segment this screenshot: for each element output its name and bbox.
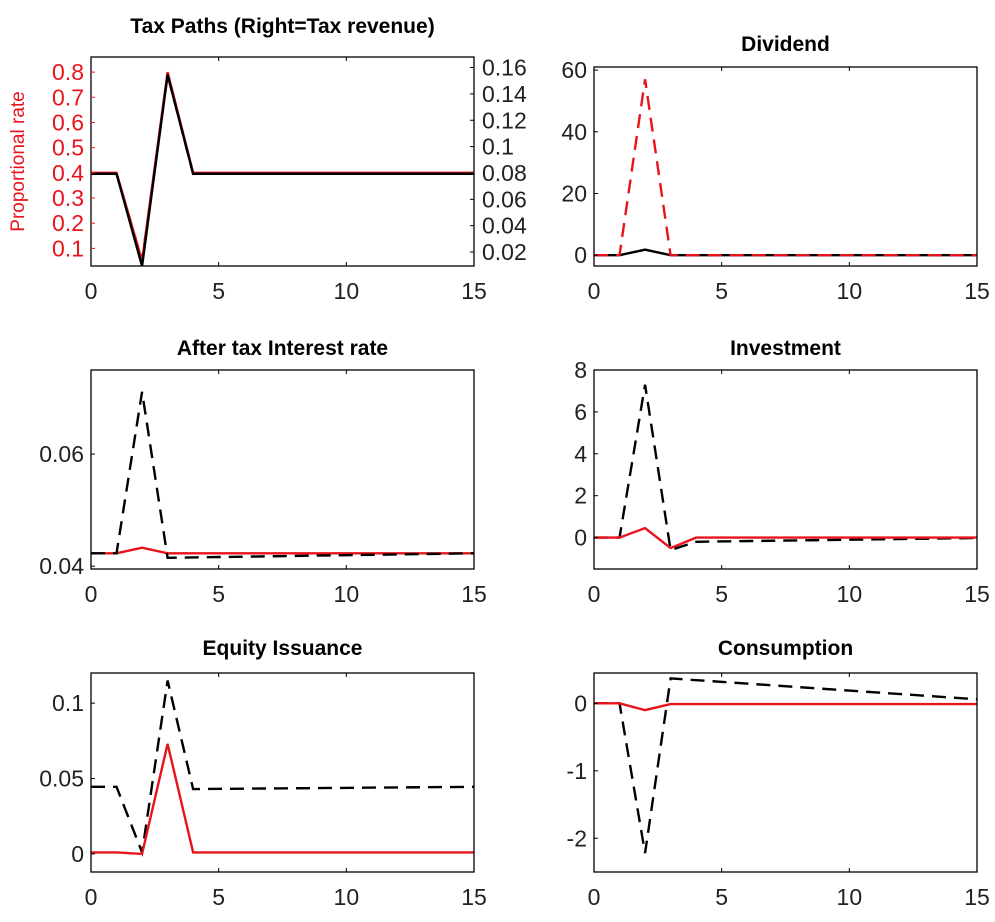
series-line-2-dashed: [91, 391, 474, 560]
chart-panel-4: Investment 0 5 10 15 0 2 4 6 8: [574, 337, 990, 607]
x-tick-label: 15: [964, 278, 990, 304]
series-line-3-solid: [91, 74, 474, 266]
y2-tick-label: 0.14: [482, 81, 527, 107]
y2-tick-label: 0.16: [482, 55, 527, 81]
x-tick-label: 0: [588, 884, 601, 910]
series-line-1-solid: [594, 248, 977, 257]
y-tick-label: 0.7: [52, 84, 84, 110]
chart-title: Investment: [730, 337, 841, 360]
x-tick-label: 5: [715, 278, 728, 304]
y-tick-label: 0: [574, 525, 587, 551]
chart-panel-6: Consumption 0 5 10 15 -2 -1 0: [567, 637, 990, 910]
series-line-2-solid: [594, 526, 977, 550]
x-tick-label: 0: [85, 278, 98, 304]
y2-tick-label: 0.1: [482, 134, 514, 160]
y-tick-label: 0: [574, 242, 587, 268]
x-tick-label: 0: [588, 581, 601, 607]
y2-tick-label: 0.02: [482, 239, 527, 265]
x-tick-label: 15: [964, 884, 990, 910]
y-tick-label: 0.4: [52, 160, 84, 186]
y-tick-label: 8: [574, 357, 587, 383]
series-line-1-dashed: [91, 74, 474, 262]
axes-box: [90, 56, 475, 267]
axes-box: [90, 369, 475, 570]
y2-tick-label: 0.08: [482, 160, 527, 186]
series-line-2-dashed: [594, 79, 977, 257]
y-axis-label: Proportional rate: [8, 91, 29, 231]
y-tick-label: 0.1: [52, 235, 84, 261]
x-tick-label: 5: [715, 581, 728, 607]
y-tick-label: 0.5: [52, 135, 84, 161]
y-tick-label: 20: [561, 180, 587, 206]
y-tick-label: 0.6: [52, 109, 84, 135]
x-tick-label: 15: [461, 581, 487, 607]
chart-title: Tax Paths (Right=Tax revenue): [130, 15, 434, 38]
y-tick-label: 0.2: [52, 210, 84, 236]
series-line-2-solid: [91, 743, 474, 856]
axes-box: [593, 672, 978, 873]
x-tick-label: 15: [461, 884, 487, 910]
y-tick-label: 40: [561, 119, 587, 145]
y-tick-label: 0.05: [39, 766, 84, 792]
series-line-1-solid: [91, 546, 474, 555]
axes-box: [90, 672, 475, 873]
y-tick-label: 60: [561, 57, 587, 83]
x-tick-label: 15: [964, 581, 990, 607]
x-tick-label: 5: [212, 581, 225, 607]
x-tick-label: 10: [837, 278, 863, 304]
y2-tick-label: 0.12: [482, 107, 527, 133]
series-line-1-dashed: [91, 680, 474, 858]
y-tick-label: 0: [574, 690, 587, 716]
x-tick-label: 10: [837, 884, 863, 910]
y-tick-label: 6: [574, 399, 587, 425]
chart-title: Consumption: [718, 637, 853, 660]
x-tick-label: 5: [715, 884, 728, 910]
x-tick-label: 10: [837, 581, 863, 607]
x-tick-label: 0: [85, 884, 98, 910]
x-tick-label: 10: [334, 581, 360, 607]
chart-title: Equity Issuance: [203, 637, 363, 660]
series-line-2-solid: [594, 702, 977, 712]
chart-title: After tax Interest rate: [177, 337, 388, 360]
axes-box: [593, 66, 978, 267]
y2-tick-label: 0.04: [482, 213, 527, 239]
chart-panel-1: Tax Paths (Right=Tax revenue)0 5 10 150.10.…: [8, 15, 527, 304]
x-tick-label: 5: [212, 278, 225, 304]
y-tick-label: -2: [567, 825, 587, 851]
chart-title: Dividend: [741, 33, 830, 56]
axes-box: [593, 369, 978, 570]
chart-panel-3: After tax Interest rate 0 5 10 15 0.04 0.06: [39, 337, 487, 607]
y-tick-label: 0: [71, 841, 84, 867]
y-tick-label: 0.04: [39, 553, 84, 579]
series-line-2-solid: [91, 71, 474, 262]
y-tick-label: 0.1: [52, 690, 84, 716]
x-tick-label: 15: [461, 278, 487, 304]
y-tick-label: 0.3: [52, 185, 84, 211]
chart-panel-5: Equity Issuance 0 5 10 15 0 0.05 0.1: [39, 637, 487, 910]
x-tick-label: 0: [588, 278, 601, 304]
series-line-1-dashed: [594, 677, 977, 854]
y-tick-label: 0.8: [52, 59, 84, 85]
x-tick-label: 0: [85, 581, 98, 607]
x-tick-label: 5: [212, 884, 225, 910]
series-line-1-dashed: [594, 384, 977, 552]
y-tick-label: 2: [574, 483, 587, 509]
y-tick-label: 4: [574, 441, 587, 467]
y2-tick-label: 0.06: [482, 186, 527, 212]
x-tick-label: 10: [334, 278, 360, 304]
x-tick-label: 10: [334, 884, 360, 910]
y-tick-label: 0.06: [39, 441, 84, 467]
chart-panel-2: Dividend 0 5 10 15 0 20 40 60: [561, 33, 989, 304]
y-tick-label: -1: [567, 758, 587, 784]
